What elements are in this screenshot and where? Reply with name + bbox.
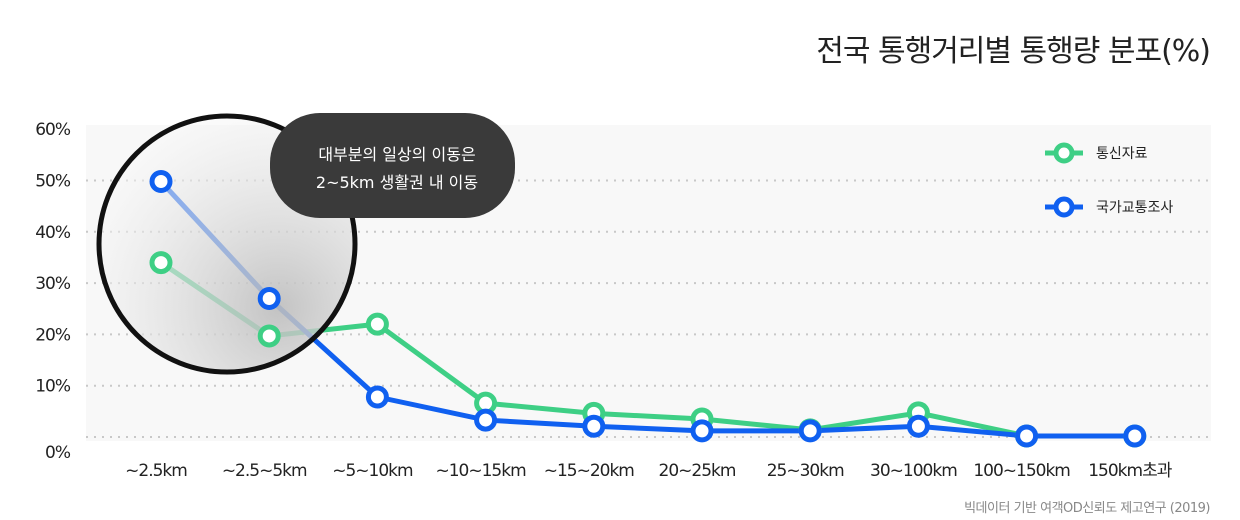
data-point: [474, 408, 498, 432]
y-tick-label: 50%: [35, 172, 71, 192]
legend-marker: [1053, 142, 1075, 164]
y-tick-label: 60%: [35, 120, 71, 140]
annotation-tooltip: 대부분의 일상의 이동은 2~5km 생활권 내 이동: [270, 113, 515, 218]
data-point: [257, 286, 281, 310]
data-point: [365, 385, 389, 409]
data-point: [582, 414, 606, 438]
x-tick-label: ~2.5km: [125, 461, 187, 481]
data-point: [798, 419, 822, 443]
tooltip-box: [270, 113, 515, 218]
legend-label: 국가교통조사: [1096, 200, 1173, 216]
data-point: [257, 324, 281, 348]
data-point: [149, 170, 173, 194]
x-tick-label: ~10~15km: [436, 461, 527, 481]
data-point: [365, 312, 389, 336]
chart-title: 전국 통행거리별 통행량 분포(%): [816, 34, 1211, 69]
x-tick-label: ~5~10km: [332, 461, 413, 481]
legend-label: 통신자료: [1096, 146, 1148, 162]
x-tick-label: 100~150km: [973, 461, 1070, 481]
tooltip-line-1: 대부분의 일상의 이동은: [318, 145, 475, 164]
legend-marker: [1053, 196, 1075, 218]
x-tick-label: ~2.5~5km: [222, 461, 307, 481]
data-point: [1015, 424, 1039, 448]
x-tick-label: 150km초과: [1088, 461, 1172, 481]
y-tick-label: 30%: [35, 274, 71, 294]
x-tick-label: 30~100km: [870, 461, 957, 481]
data-point: [906, 414, 930, 438]
y-tick-label: 10%: [35, 377, 71, 397]
x-tick-label: 25~30km: [767, 461, 844, 481]
x-tick-label: ~15~20km: [544, 461, 635, 481]
y-tick-label: 0%: [45, 443, 71, 463]
source-note: 빅데이터 기반 여객OD신뢰도 제고연구 (2019): [964, 501, 1210, 516]
data-point: [690, 419, 714, 443]
x-tick-label: 20~25km: [659, 461, 736, 481]
series-line-1: [159, 179, 1135, 439]
data-point: [149, 251, 173, 275]
y-tick-label: 40%: [35, 223, 71, 243]
y-tick-label: 20%: [35, 325, 71, 345]
data-point: [1123, 424, 1147, 448]
tooltip-line-2: 2~5km 생활권 내 이동: [316, 173, 478, 192]
